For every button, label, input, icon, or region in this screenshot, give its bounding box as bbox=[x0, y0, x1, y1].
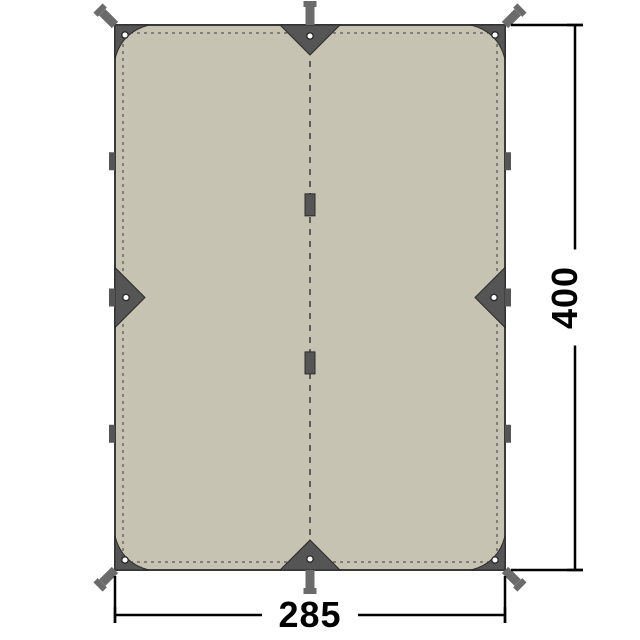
height-dimension-label: 400 bbox=[544, 266, 585, 329]
width-dimension-label: 285 bbox=[278, 594, 341, 635]
